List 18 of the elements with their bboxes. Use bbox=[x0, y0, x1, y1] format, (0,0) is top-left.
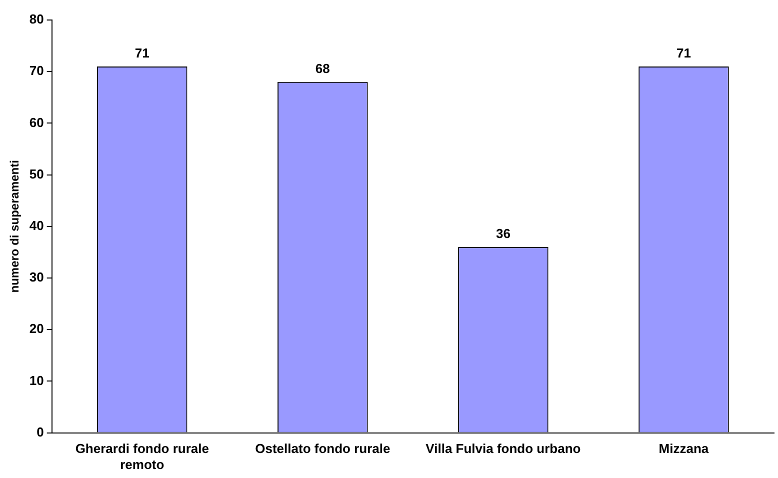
x-tick-label: Villa Fulvia fondo urbano bbox=[426, 441, 581, 456]
data-label: 71 bbox=[134, 46, 150, 61]
y-tick-label: 40 bbox=[29, 218, 44, 233]
y-tick-label: 70 bbox=[29, 63, 44, 78]
x-tick-label: Mizzana bbox=[658, 441, 710, 456]
y-tick-label: 30 bbox=[29, 270, 44, 285]
x-tick-label: Gherardi fondo rurale remoto bbox=[75, 441, 209, 472]
data-label: 68 bbox=[315, 61, 330, 76]
x-tick-label: Ostellato fondo rurale bbox=[255, 441, 390, 456]
y-axis-title: numero di superamenti bbox=[8, 160, 22, 293]
data-label: 36 bbox=[496, 226, 510, 242]
y-tick-label: 60 bbox=[29, 114, 44, 130]
data-label: 71 bbox=[676, 46, 691, 61]
y-tick-label: 10 bbox=[29, 372, 44, 388]
y-tick-label: 80 bbox=[29, 12, 44, 27]
y-tick-label: 20 bbox=[29, 321, 44, 336]
y-tick-label: 50 bbox=[29, 166, 44, 182]
y-tick-label: 0 bbox=[36, 424, 44, 440]
